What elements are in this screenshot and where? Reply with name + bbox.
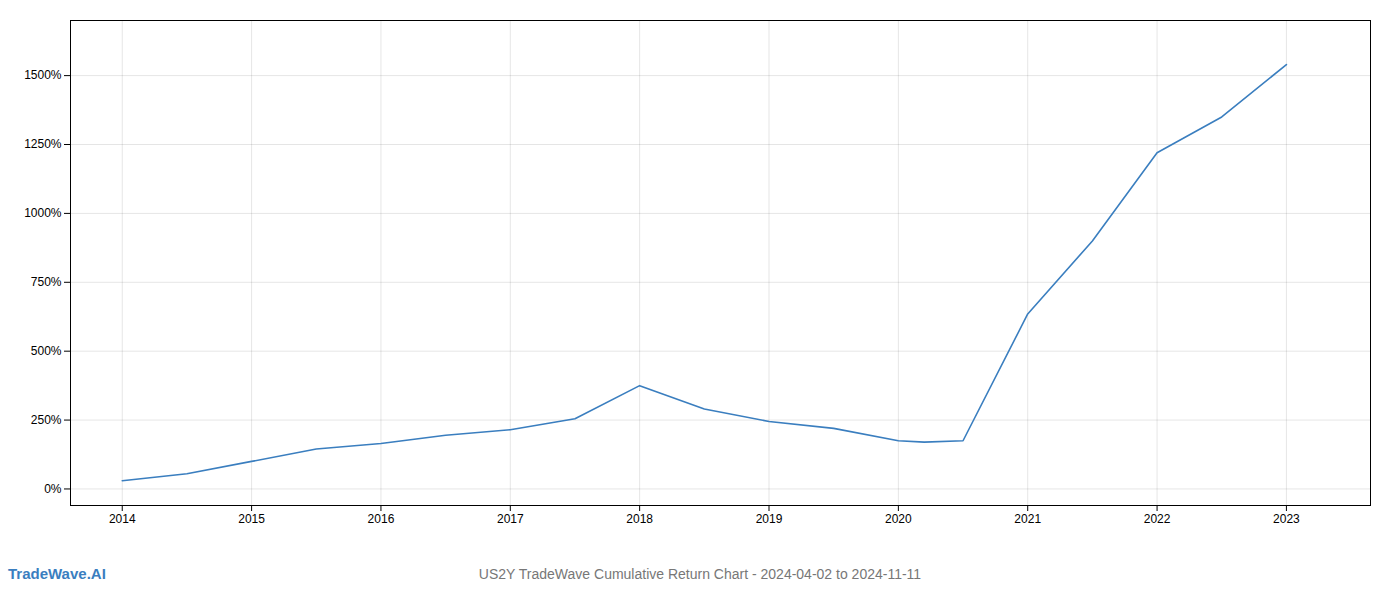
svg-text:2017: 2017 <box>497 512 524 526</box>
svg-text:2014: 2014 <box>109 512 136 526</box>
svg-text:1250%: 1250% <box>24 137 62 151</box>
svg-text:1500%: 1500% <box>24 68 62 82</box>
svg-text:2019: 2019 <box>756 512 783 526</box>
svg-text:1000%: 1000% <box>24 206 62 220</box>
svg-text:2022: 2022 <box>1144 512 1171 526</box>
svg-text:750%: 750% <box>31 275 62 289</box>
svg-text:250%: 250% <box>31 413 62 427</box>
svg-text:2016: 2016 <box>368 512 395 526</box>
svg-text:0%: 0% <box>44 482 62 496</box>
html-text:TradeWave.AI: TradeWave.AI <box>8 565 106 582</box>
svg-text:2020: 2020 <box>885 512 912 526</box>
svg-text:2021: 2021 <box>1014 512 1041 526</box>
svg-text:2018: 2018 <box>626 512 653 526</box>
svg-text:2015: 2015 <box>238 512 265 526</box>
svg-text:500%: 500% <box>31 344 62 358</box>
svg-text:2023: 2023 <box>1273 512 1300 526</box>
html-text:US2Y TradeWave Cumulative Retu: US2Y TradeWave Cumulative Return Chart -… <box>478 566 922 582</box>
